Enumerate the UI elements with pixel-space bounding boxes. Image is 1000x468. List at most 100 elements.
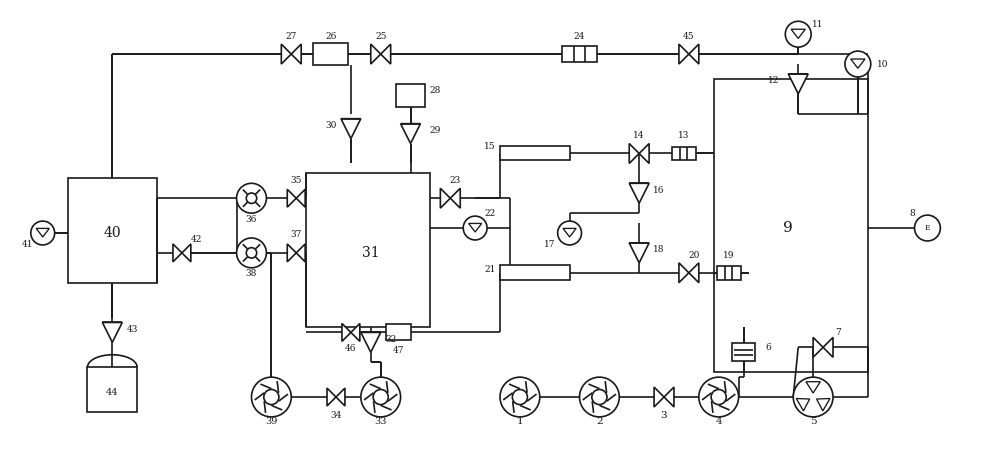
Bar xyxy=(562,46,597,62)
Polygon shape xyxy=(327,388,336,406)
Polygon shape xyxy=(791,29,805,38)
Bar xyxy=(87,367,137,412)
Polygon shape xyxy=(664,387,674,407)
Text: 11: 11 xyxy=(812,20,824,29)
Polygon shape xyxy=(639,144,649,163)
Text: 10: 10 xyxy=(877,59,888,68)
Text: 3: 3 xyxy=(661,411,667,420)
Text: 44: 44 xyxy=(106,388,119,396)
Text: 9: 9 xyxy=(783,221,793,235)
Polygon shape xyxy=(806,382,820,393)
Circle shape xyxy=(373,389,388,404)
Text: 25: 25 xyxy=(375,32,386,41)
Circle shape xyxy=(793,377,833,417)
Bar xyxy=(500,265,570,280)
Bar xyxy=(672,146,696,161)
Polygon shape xyxy=(629,183,649,203)
Bar xyxy=(714,79,868,372)
Bar xyxy=(68,178,157,283)
Text: 29: 29 xyxy=(430,126,441,135)
Text: 22: 22 xyxy=(484,209,496,218)
Text: 1: 1 xyxy=(517,417,523,426)
Circle shape xyxy=(237,183,266,213)
Polygon shape xyxy=(563,228,576,237)
Polygon shape xyxy=(440,188,450,208)
Bar xyxy=(313,43,348,65)
Bar xyxy=(396,84,425,107)
Circle shape xyxy=(361,377,401,417)
Circle shape xyxy=(237,238,266,268)
Circle shape xyxy=(264,389,279,404)
Text: 27: 27 xyxy=(286,32,297,41)
Circle shape xyxy=(785,21,811,47)
Text: 45: 45 xyxy=(683,32,695,41)
Text: 34: 34 xyxy=(330,411,342,420)
Circle shape xyxy=(512,389,527,404)
Polygon shape xyxy=(679,263,689,283)
Polygon shape xyxy=(371,44,381,64)
Polygon shape xyxy=(361,332,381,352)
Text: 37: 37 xyxy=(291,231,302,240)
Polygon shape xyxy=(629,144,639,163)
Text: 38: 38 xyxy=(246,269,257,278)
Text: 47: 47 xyxy=(393,346,404,355)
Text: 4: 4 xyxy=(715,417,722,426)
Polygon shape xyxy=(796,398,810,411)
Polygon shape xyxy=(296,244,305,262)
Text: 6: 6 xyxy=(766,343,771,352)
Polygon shape xyxy=(469,223,482,232)
Polygon shape xyxy=(173,244,182,262)
Circle shape xyxy=(463,216,487,240)
Circle shape xyxy=(915,215,940,241)
Text: 24: 24 xyxy=(574,32,585,41)
Polygon shape xyxy=(336,388,345,406)
Bar xyxy=(500,146,570,161)
Circle shape xyxy=(31,221,55,245)
Text: 42: 42 xyxy=(191,235,202,244)
Text: 40: 40 xyxy=(104,226,121,240)
Text: 39: 39 xyxy=(265,417,278,426)
Text: 41: 41 xyxy=(22,241,34,249)
Text: 19: 19 xyxy=(723,251,734,260)
Text: 30: 30 xyxy=(325,121,337,130)
Circle shape xyxy=(500,377,540,417)
Polygon shape xyxy=(291,44,301,64)
Polygon shape xyxy=(813,337,823,357)
Polygon shape xyxy=(788,74,808,94)
Polygon shape xyxy=(102,322,122,343)
Polygon shape xyxy=(281,44,291,64)
Polygon shape xyxy=(679,44,689,64)
Polygon shape xyxy=(341,119,361,139)
Text: 16: 16 xyxy=(653,186,665,195)
Text: 20: 20 xyxy=(688,251,700,260)
Polygon shape xyxy=(381,44,391,64)
Polygon shape xyxy=(287,189,296,207)
Text: 2: 2 xyxy=(596,417,603,426)
Text: 26: 26 xyxy=(325,32,337,41)
Polygon shape xyxy=(450,188,460,208)
Text: 8: 8 xyxy=(910,209,915,218)
Circle shape xyxy=(699,377,739,417)
Text: 21: 21 xyxy=(484,265,496,274)
Text: 12: 12 xyxy=(768,76,779,86)
Polygon shape xyxy=(342,323,351,341)
Polygon shape xyxy=(182,244,191,262)
Text: 32: 32 xyxy=(385,335,396,344)
Polygon shape xyxy=(351,323,360,341)
Polygon shape xyxy=(851,59,865,68)
Circle shape xyxy=(246,193,257,204)
Polygon shape xyxy=(401,124,420,144)
Bar xyxy=(386,324,411,340)
Circle shape xyxy=(580,377,619,417)
Text: 35: 35 xyxy=(290,176,302,185)
Circle shape xyxy=(845,51,871,77)
Text: 28: 28 xyxy=(430,87,441,95)
Polygon shape xyxy=(689,263,699,283)
Text: 17: 17 xyxy=(544,241,555,249)
Text: 15: 15 xyxy=(484,142,496,151)
Text: 43: 43 xyxy=(127,325,138,334)
Polygon shape xyxy=(817,398,830,411)
Circle shape xyxy=(592,389,607,404)
Text: 5: 5 xyxy=(810,417,816,426)
Polygon shape xyxy=(287,244,296,262)
